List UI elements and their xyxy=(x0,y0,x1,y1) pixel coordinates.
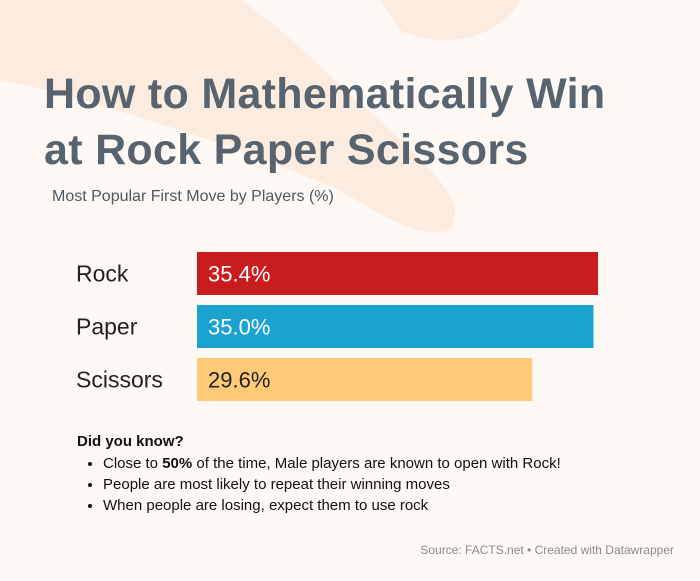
category-label-paper: Paper xyxy=(76,314,138,340)
did-you-know-section: Did you know? Close to 50% of the time, … xyxy=(77,433,561,516)
title-line-1: How to Mathematically Win xyxy=(44,70,606,118)
did-you-know-heading: Did you know? xyxy=(77,433,184,450)
source-credit: Source: FACTS.net • Created with Datawra… xyxy=(420,543,674,557)
bar-scissors xyxy=(197,358,533,401)
chart-subtitle: Most Popular First Move by Players (%) xyxy=(52,188,334,205)
value-label-paper: 35.0% xyxy=(208,315,270,340)
value-label-scissors: 29.6% xyxy=(208,368,270,393)
category-label-rock: Rock xyxy=(76,261,129,287)
fact-text: People are most likely to repeat their w… xyxy=(103,476,450,493)
fact-text: Close to xyxy=(103,455,163,472)
chart-title: How to Mathematically Win at Rock Paper … xyxy=(44,66,605,178)
facts-list: Close to 50% of the time, Male players a… xyxy=(77,453,561,516)
title-line-2: at Rock Paper Scissors xyxy=(44,126,529,174)
fact-text: When people are losing, expect them to u… xyxy=(103,497,429,514)
fact-text: of the time, Male players are known to o… xyxy=(192,455,561,472)
category-label-scissors: Scissors xyxy=(76,367,163,393)
fact-bold: 50% xyxy=(162,455,193,472)
bar-rock xyxy=(197,252,598,295)
value-label-rock: 35.4% xyxy=(208,262,270,287)
bar-paper xyxy=(197,305,594,348)
fact-item: Close to 50% of the time, Male players a… xyxy=(103,453,561,474)
fact-item: When people are losing, expect them to u… xyxy=(103,495,561,516)
bar-chart: Rock 35.4% Paper 35.0% Scissors 29.6% xyxy=(76,252,598,401)
fact-item: People are most likely to repeat their w… xyxy=(103,474,561,495)
